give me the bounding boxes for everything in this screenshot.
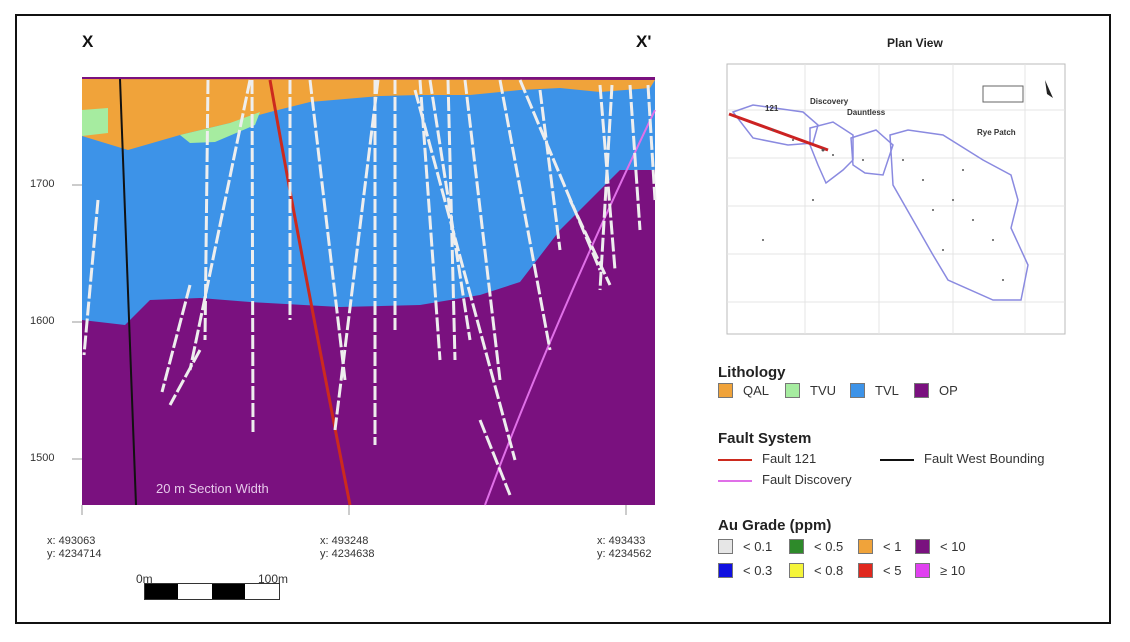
plan-label-discovery: Discovery <box>810 97 849 106</box>
north-arrow-icon <box>1045 80 1053 98</box>
fault-discovery <box>484 109 656 506</box>
fault-legend-title: Fault System <box>718 430 812 447</box>
plan-label-rye-patch: Rye Patch <box>977 128 1016 137</box>
figure-border <box>15 14 1111 624</box>
section-start-label: X <box>82 32 94 51</box>
elevation-label: 1500 <box>30 452 55 464</box>
lithology-qal <box>82 79 655 150</box>
scale-end: 100m <box>258 572 289 586</box>
section-end-label: X' <box>636 32 652 51</box>
scale-bar <box>144 583 280 600</box>
cross-section <box>72 77 657 515</box>
coordinate-label: x: 493433 y: 4234562 <box>597 535 652 560</box>
scale-start: 0m <box>136 572 153 586</box>
elevation-label: 1700 <box>30 178 55 190</box>
fault-121 <box>268 79 352 506</box>
lithology-tvu <box>82 108 260 143</box>
elevation-label: 1600 <box>30 315 55 327</box>
coordinate-label: x: 493063 y: 4234714 <box>47 535 102 560</box>
plan-label-121: 121 <box>765 104 779 113</box>
section-width-note: 20 m Section Width <box>156 481 269 496</box>
lithology-legend-title: Lithology <box>718 364 786 381</box>
fault-west-bounding <box>119 78 137 506</box>
drill-holes <box>82 79 657 496</box>
plan-view-map <box>726 63 1066 335</box>
plan-view-title: Plan View <box>887 36 943 50</box>
plan-label-dauntless: Dauntless <box>847 108 886 117</box>
au-grade-legend-title: Au Grade (ppm) <box>718 517 832 534</box>
coordinate-label: x: 493248 y: 4234638 <box>320 535 375 560</box>
